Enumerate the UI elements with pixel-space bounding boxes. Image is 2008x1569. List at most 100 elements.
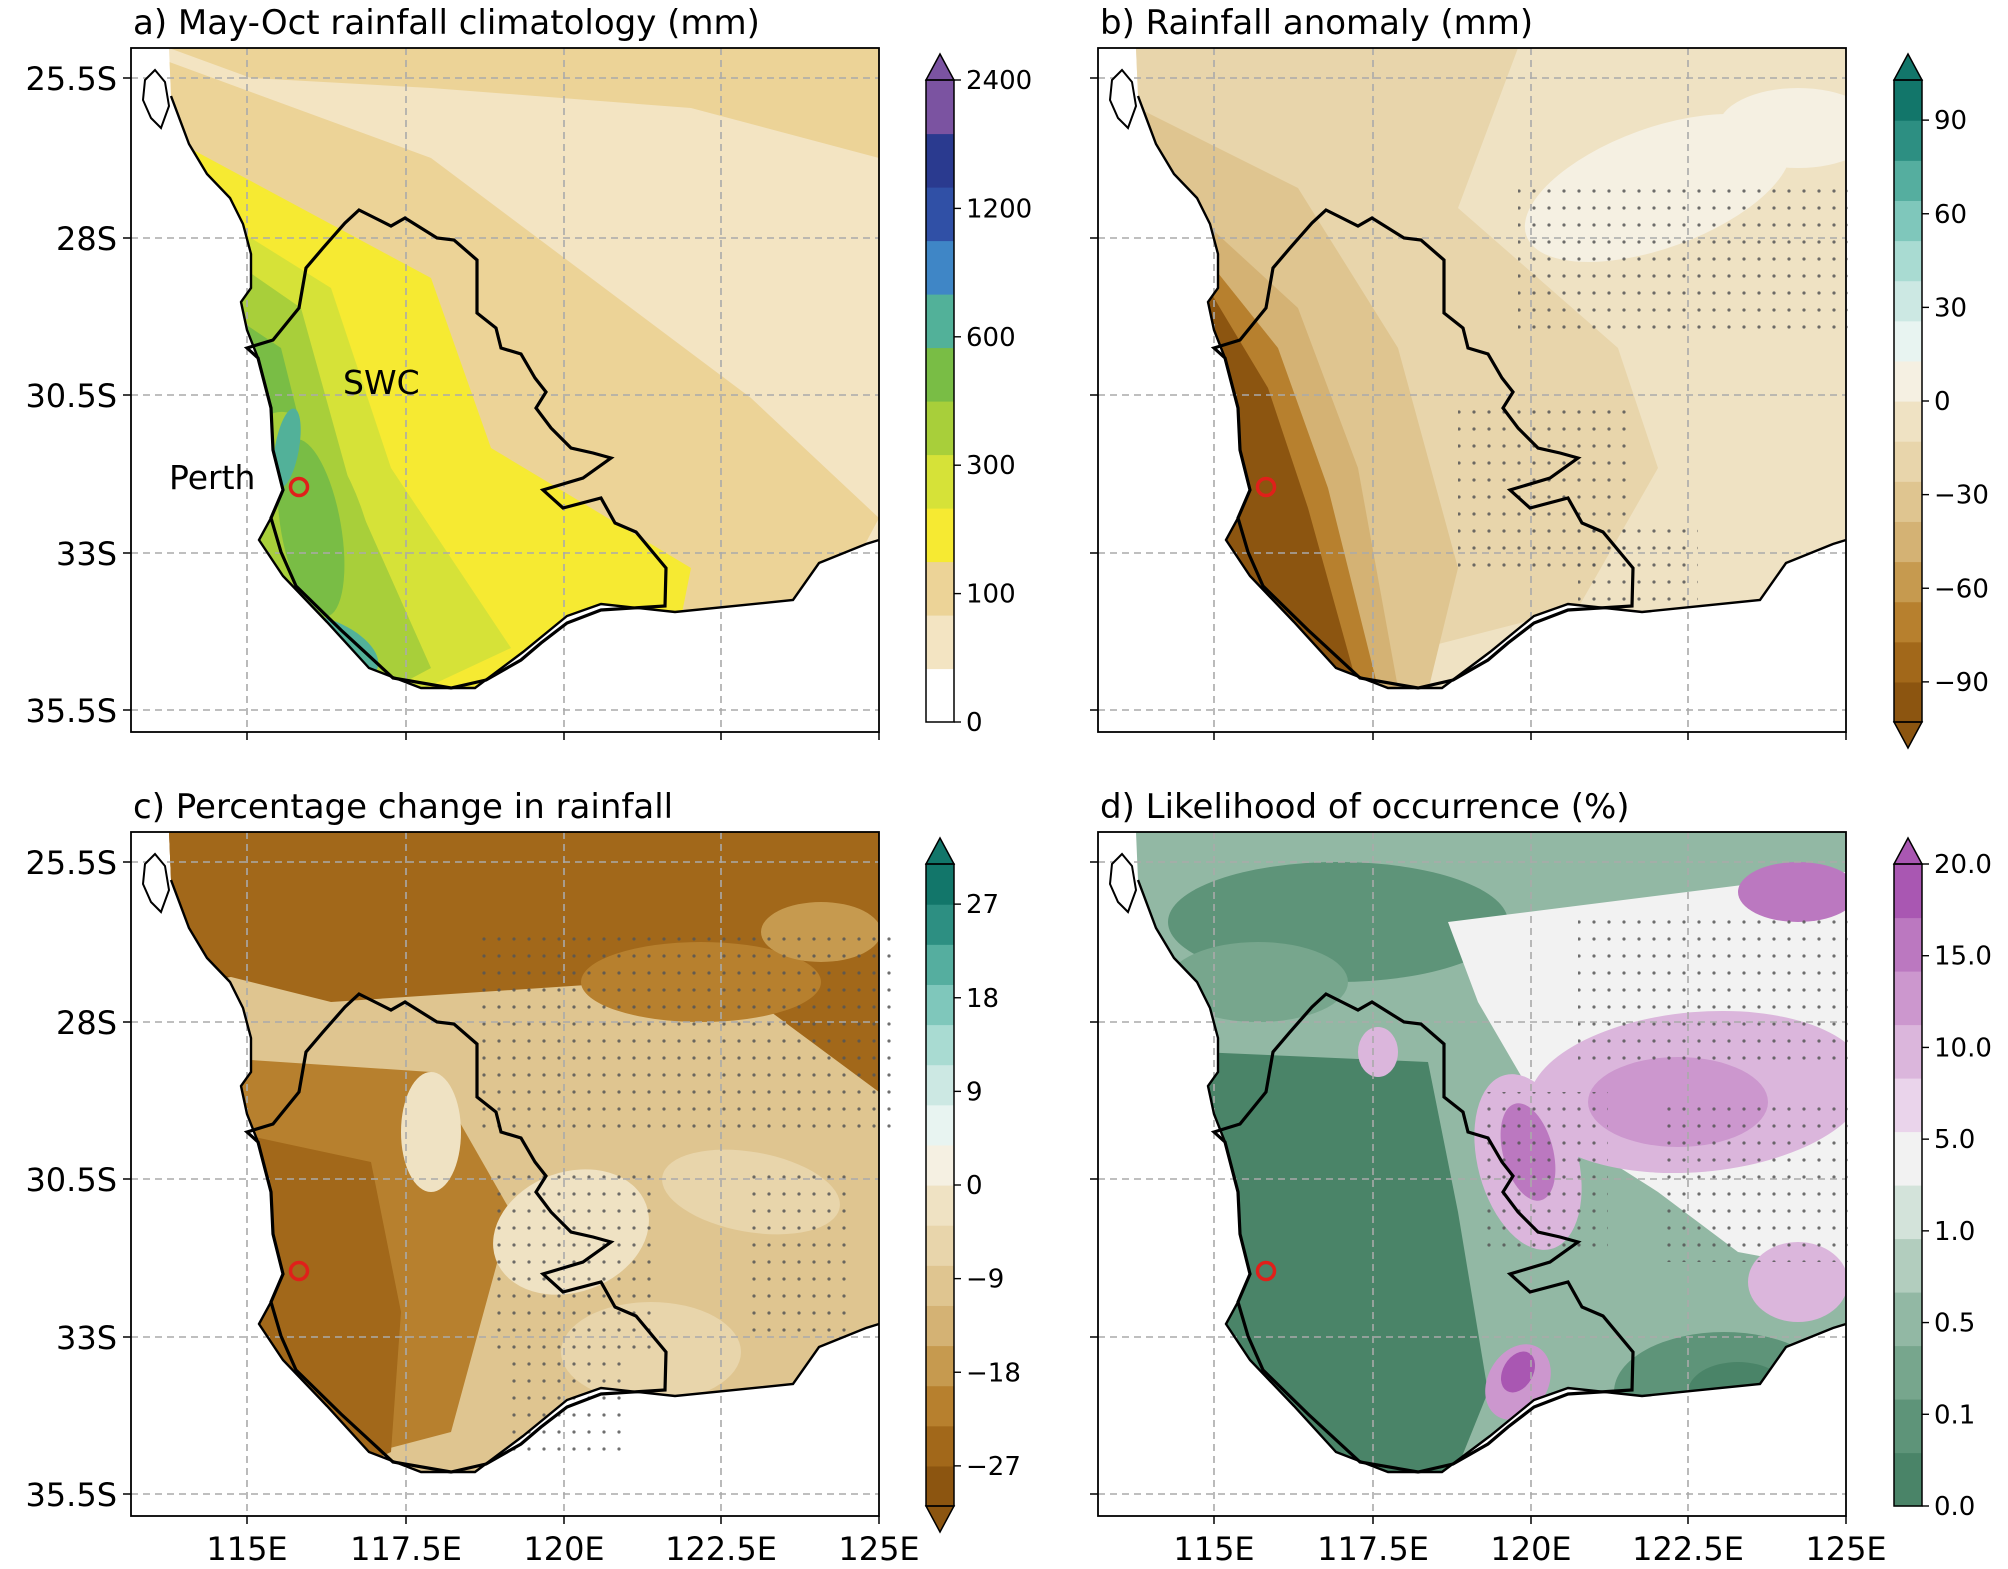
colorbar-swatch: [1894, 160, 1922, 201]
shade-blob: [1500, 1351, 1536, 1393]
colorbar-label: 300: [966, 451, 1016, 481]
stippling: [1518, 178, 1848, 338]
lat-label: 35.5S: [25, 1476, 117, 1514]
stippling: [1578, 912, 1848, 1072]
colorbar-swatch: [926, 984, 954, 1026]
colorbar-label: 9: [966, 1077, 983, 1107]
colorbar-label: 1.0: [1934, 1217, 1975, 1247]
colorbar-swatch: [1894, 280, 1922, 322]
shade-blob: [1168, 942, 1348, 1022]
lon-label: 120E: [1490, 1530, 1571, 1565]
colorbar-swatch: [926, 944, 954, 985]
lat-label: 33S: [56, 535, 117, 573]
swc-boundary: [243, 992, 668, 1474]
panel-b: b) Rainfall anomaly (mm) 90 60 30 0 −30 −60 −90: [1090, 3, 1989, 750]
colorbar-swatch: [926, 1425, 954, 1467]
panel-title: c) Percentage change in rainfall: [133, 787, 673, 827]
colorbar-swatch: [926, 1185, 954, 1226]
colorbar-swatch: [1894, 120, 1922, 161]
axes-frame: [1097, 47, 1847, 733]
colorbar-swatch: [1894, 320, 1922, 362]
colorbar-frame: [925, 79, 955, 723]
colorbar-swatch: [926, 561, 954, 616]
perth-marker: [1255, 476, 1277, 498]
axes-frame: [1097, 831, 1847, 1517]
colorbar-swatch: [926, 1465, 954, 1507]
colorbar-swatch: [1894, 1399, 1922, 1454]
colorbar-swatch: [1894, 864, 1922, 919]
panel-title: d) Likelihood of occurrence (%): [1100, 787, 1630, 827]
colorbar-label: 10.0: [1934, 1033, 1992, 1063]
lat-label: 25.5S: [25, 844, 117, 882]
colorbar-swatch: [1894, 971, 1922, 1026]
colorbar-label: 600: [966, 323, 1016, 353]
shade-blob: [1738, 862, 1846, 922]
colorbar-swatch: [1894, 561, 1922, 603]
lon-label: 125E: [1805, 1530, 1886, 1565]
colorbar-swatch: [1894, 1185, 1922, 1240]
colorbar-label: −90: [1934, 668, 1989, 698]
stippling: [491, 1162, 651, 1362]
colorbar-extend-max: [924, 836, 956, 865]
colorbar-label: 15.0: [1934, 942, 1992, 972]
colorbar-label: −18: [966, 1358, 1021, 1388]
shade-blob: [1614, 1332, 1834, 1452]
colorbar-extend-min: [1892, 721, 1924, 750]
colorbar-swatch: [926, 133, 954, 188]
colorbar-swatch: [926, 904, 954, 945]
colorbar-swatch: [1894, 1238, 1922, 1293]
colorbar-swatch: [926, 401, 954, 456]
colorbar-label: 0.1: [1934, 1400, 1975, 1430]
lon-label: 122.5E: [665, 1530, 777, 1565]
region-label: SWC: [343, 363, 420, 402]
stippling: [1658, 1102, 1848, 1262]
colorbar-label: 2400: [966, 66, 1032, 96]
colorbar-label: 0: [1934, 387, 1951, 417]
lat-label: 35.5S: [25, 692, 117, 730]
stippling: [471, 932, 891, 1132]
colorbar-swatch: [926, 80, 954, 135]
shading-layer: [1136, 48, 1846, 688]
shade-band: [169, 48, 879, 158]
colorbar-swatch: [926, 454, 954, 509]
colorbar-swatch: [1894, 1131, 1922, 1186]
stippling: [1578, 518, 1698, 608]
lat-label: 30.5S: [25, 1161, 117, 1199]
colorbar-extend-max: [1892, 836, 1924, 865]
colorbar-label: −30: [1934, 481, 1989, 511]
colorbar-label: 18: [966, 984, 999, 1014]
colorbar-swatch: [926, 347, 954, 402]
shading-layer: [169, 48, 879, 688]
lat-label: 25.5S: [25, 60, 117, 98]
colorbar-label: 100: [966, 580, 1016, 610]
lon-label: 125E: [838, 1530, 919, 1565]
colorbar-label: 60: [1934, 200, 1967, 230]
swc-boundary: [1210, 992, 1635, 1474]
colorbar: 2400 1200 600 300 100 0: [924, 52, 1032, 738]
panel-title: a) May-Oct rainfall climatology (mm): [133, 3, 760, 43]
colorbar-swatch: [1894, 1078, 1922, 1133]
colorbar-extend-max: [924, 52, 956, 81]
colorbar-extend-min: [924, 1505, 956, 1534]
colorbar-swatch: [1894, 80, 1922, 121]
perth-marker: [1255, 1260, 1277, 1282]
colorbar: 27 18 9 0 −9 −18 −27: [924, 836, 1021, 1534]
lon-label: 115E: [206, 1530, 287, 1565]
colorbar-swatch: [926, 1104, 954, 1146]
colorbar-swatch: [926, 1345, 954, 1387]
colorbar-swatch: [926, 508, 954, 563]
axes-frame: [130, 831, 880, 1517]
colorbar-swatch: [926, 668, 954, 723]
colorbar-swatch: [1894, 200, 1922, 242]
colorbar-swatch: [926, 240, 954, 295]
colorbar-swatch: [926, 1064, 954, 1106]
colorbar-swatch: [1894, 681, 1922, 723]
colorbar-swatch: [926, 1225, 954, 1266]
axes-frame: [130, 47, 880, 733]
colorbar-swatch: [1894, 641, 1922, 683]
shade-blob: [1688, 1362, 1788, 1422]
colorbar-swatch: [926, 1305, 954, 1347]
colorbar-swatch: [926, 294, 954, 349]
island: [1108, 68, 1138, 130]
